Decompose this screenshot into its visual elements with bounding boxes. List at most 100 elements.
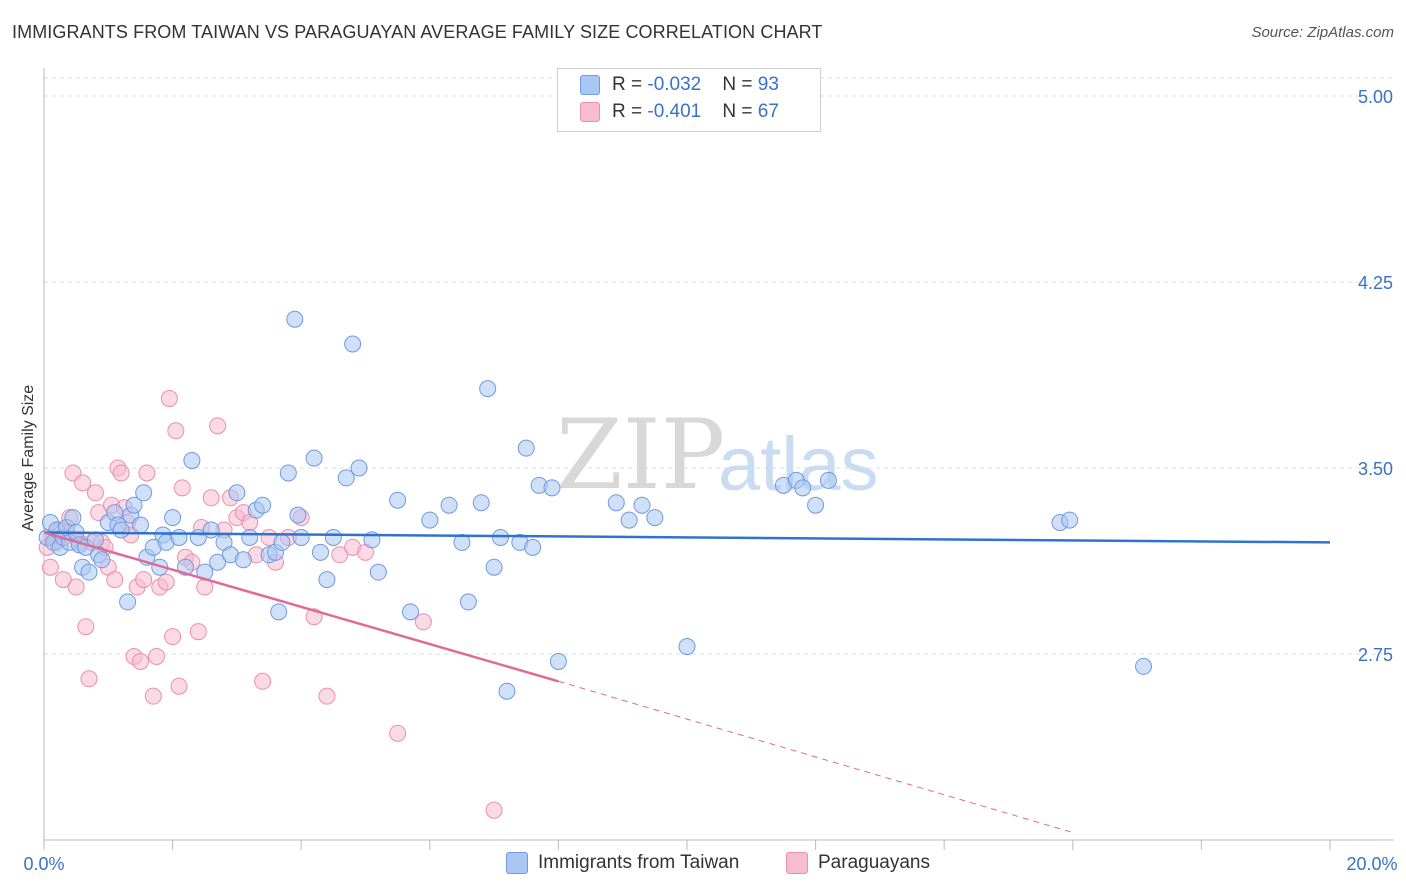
paraguayans-point bbox=[144, 687, 162, 705]
taiwan-point bbox=[286, 310, 304, 328]
taiwan-point bbox=[324, 528, 342, 546]
paraguay-swatch bbox=[580, 101, 600, 122]
n-value: 67 bbox=[757, 101, 779, 122]
paraguayans-point bbox=[318, 687, 336, 705]
paraguayans-point bbox=[160, 390, 178, 408]
r-label: R = bbox=[612, 101, 648, 122]
taiwan-point bbox=[369, 563, 387, 581]
taiwan-point bbox=[202, 521, 220, 539]
taiwan-point bbox=[337, 469, 355, 487]
y-axis-label: Average Family Size bbox=[20, 385, 37, 532]
legend-label: Paraguayans bbox=[818, 852, 930, 874]
taiwan-point bbox=[183, 452, 201, 470]
paraguayans-point bbox=[67, 578, 85, 596]
taiwan-point bbox=[440, 496, 458, 514]
taiwan-point bbox=[543, 479, 561, 497]
paraguayans-point bbox=[131, 652, 149, 670]
taiwan-point bbox=[80, 563, 98, 581]
n-label: N = bbox=[722, 101, 758, 122]
chart-title: IMMIGRANTS FROM TAIWAN VS PARAGUAYAN AVE… bbox=[12, 22, 823, 42]
taiwan-point bbox=[549, 652, 567, 670]
taiwan-point bbox=[270, 603, 288, 621]
taiwan-trend-line bbox=[43, 531, 1331, 544]
y-tick-label: 5.00 bbox=[1358, 87, 1393, 107]
taiwan-point bbox=[472, 494, 490, 512]
taiwan-point bbox=[279, 464, 297, 482]
taiwan-point bbox=[311, 543, 329, 561]
paraguayans-point bbox=[106, 571, 124, 589]
legend-item-paraguay: Paraguayans bbox=[786, 852, 930, 874]
n-value: 93 bbox=[757, 74, 779, 95]
taiwan-point bbox=[794, 479, 812, 497]
paraguayans-point bbox=[138, 464, 156, 482]
taiwan-point bbox=[459, 593, 477, 611]
trend-lines bbox=[43, 531, 1331, 834]
taiwan-point bbox=[1061, 511, 1079, 529]
paraguayans-point bbox=[485, 801, 503, 819]
paraguayans-point bbox=[74, 474, 92, 492]
taiwan-point bbox=[164, 509, 182, 527]
taiwan-point bbox=[607, 494, 625, 512]
taiwan-point bbox=[402, 603, 420, 621]
watermark-zip: ZIP bbox=[556, 399, 725, 511]
taiwan-point bbox=[112, 521, 130, 539]
paraguayans-trend-line bbox=[43, 531, 559, 683]
taiwan-point bbox=[254, 496, 272, 514]
taiwan-point bbox=[228, 484, 246, 502]
watermark: ZIP atlas bbox=[556, 399, 879, 511]
taiwan-point bbox=[646, 509, 664, 527]
y-tick-label: 2.75 bbox=[1358, 645, 1393, 665]
paraguayans-point bbox=[167, 422, 185, 440]
paraguayans-point bbox=[112, 464, 130, 482]
r-value: -0.032 bbox=[647, 74, 702, 95]
taiwan-point bbox=[633, 496, 651, 514]
paraguay-swatch bbox=[786, 852, 808, 874]
n-label: N = bbox=[722, 74, 758, 95]
taiwan-point bbox=[273, 533, 291, 551]
taiwan-point bbox=[620, 511, 638, 529]
taiwan-point bbox=[1135, 657, 1153, 675]
taiwan-point bbox=[485, 558, 503, 576]
taiwan-point bbox=[479, 380, 497, 398]
taiwan-point bbox=[524, 538, 542, 556]
taiwan-point bbox=[492, 528, 510, 546]
taiwan-point bbox=[344, 335, 362, 353]
taiwan-point bbox=[807, 496, 825, 514]
taiwan-point bbox=[125, 496, 143, 514]
paraguayans-point bbox=[209, 417, 227, 435]
taiwan-point bbox=[305, 449, 323, 467]
legend-row-paraguay: R = -0.401 N = 67 bbox=[580, 101, 779, 127]
taiwan-point bbox=[170, 528, 188, 546]
taiwan-swatch bbox=[506, 852, 528, 874]
paraguayans-point bbox=[173, 479, 191, 497]
taiwan-point bbox=[453, 533, 471, 551]
axes bbox=[43, 68, 1394, 850]
paraguayans-point bbox=[202, 489, 220, 507]
taiwan-swatch bbox=[580, 74, 600, 95]
paraguayans-point bbox=[189, 623, 207, 641]
taiwan-point bbox=[135, 484, 153, 502]
paraguayans-point bbox=[77, 618, 95, 636]
paraguayans-point bbox=[86, 484, 104, 502]
legend-row-taiwan: R = -0.032 N = 93 bbox=[580, 74, 779, 100]
paraguayans-point bbox=[80, 670, 98, 688]
paraguayans-point bbox=[157, 573, 175, 591]
paraguayans-point bbox=[41, 558, 59, 576]
paraguayans-point bbox=[170, 677, 188, 695]
y-tick-label: 4.25 bbox=[1358, 273, 1393, 293]
paraguayans-point bbox=[164, 628, 182, 646]
taiwan-point bbox=[241, 528, 259, 546]
taiwan-point bbox=[289, 506, 307, 524]
paraguayans-point bbox=[389, 724, 407, 742]
x-tick-label: 0.0% bbox=[23, 854, 64, 874]
taiwan-point bbox=[819, 471, 837, 489]
r-label: R = bbox=[612, 74, 648, 95]
paraguayans-point bbox=[331, 546, 349, 564]
paraguayans-point bbox=[135, 571, 153, 589]
paraguayans-trend-extension bbox=[558, 680, 1073, 834]
taiwan-point bbox=[234, 551, 252, 569]
taiwan-point bbox=[350, 459, 368, 477]
paraguayans-points bbox=[38, 390, 503, 819]
paraguayans-point bbox=[54, 571, 72, 589]
